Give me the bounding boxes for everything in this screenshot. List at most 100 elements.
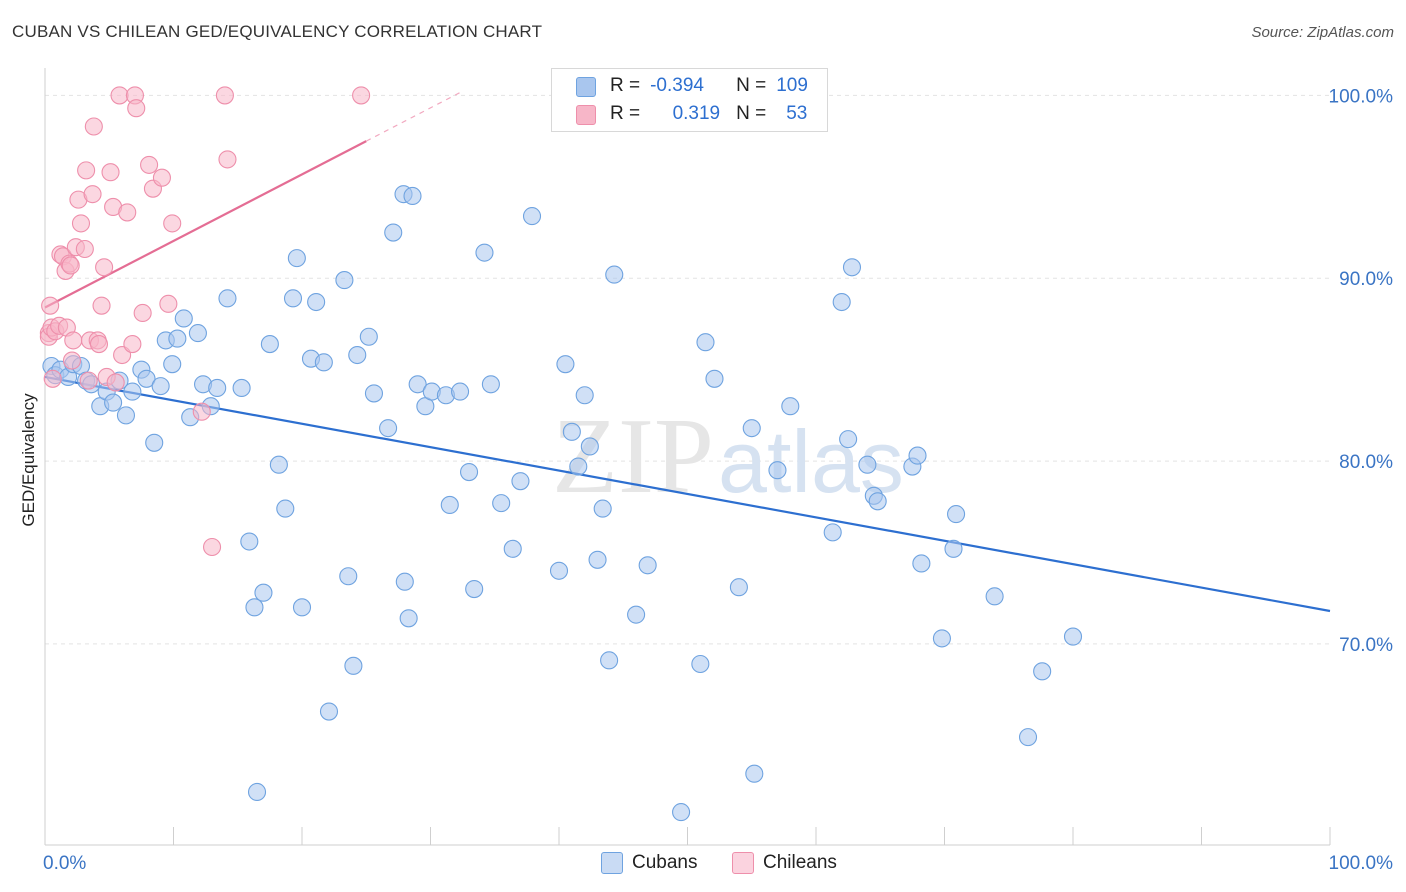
y-tick-label: 70.0% xyxy=(1339,635,1393,656)
bottom-legend-cubans: Cubans xyxy=(632,852,698,873)
data-point-cuban xyxy=(745,764,764,783)
source-credit: Source: ZipAtlas.com xyxy=(1251,24,1394,41)
data-point-cuban xyxy=(292,598,312,617)
bottom-legend-swatch-cubans xyxy=(601,852,623,874)
data-point-chilean xyxy=(75,239,94,259)
data-point-chilean xyxy=(152,168,171,187)
data-point-cuban xyxy=(1018,728,1038,747)
data-point-cuban xyxy=(600,651,619,670)
chart-title: CUBAN VS CHILEAN GED/EQUIVALENCY CORRELA… xyxy=(12,22,543,41)
legend-row-chileans: R = 0.319 N = 53 xyxy=(610,100,807,128)
data-point-cuban xyxy=(379,419,398,438)
data-point-chilean xyxy=(64,331,83,350)
data-point-chilean xyxy=(62,351,82,370)
legend-n-label: N = xyxy=(736,103,767,124)
data-point-cuban xyxy=(511,472,530,491)
data-point-chilean xyxy=(106,373,125,392)
data-point-cuban xyxy=(218,289,237,308)
data-point-chilean xyxy=(92,296,111,315)
trend-extension-chileans xyxy=(365,90,463,142)
data-point-chilean xyxy=(159,294,178,313)
data-point-chilean xyxy=(110,86,129,105)
data-point-cuban xyxy=(339,567,358,586)
data-point-cuban xyxy=(348,345,367,365)
data-point-chilean xyxy=(79,371,98,390)
data-point-chilean xyxy=(203,537,222,557)
data-point-cuban xyxy=(232,378,251,397)
data-point-cuban xyxy=(359,327,378,346)
data-point-chilean xyxy=(140,155,159,174)
data-point-cuban xyxy=(403,186,422,206)
data-point-chilean xyxy=(215,86,234,105)
data-point-chilean xyxy=(95,258,114,277)
trend-lines xyxy=(44,90,1331,613)
data-point-chilean xyxy=(41,296,60,315)
data-point-cuban xyxy=(344,656,363,675)
data-point-cuban xyxy=(556,355,575,374)
correlation-legend: R = -0.394 N = 109 R = 0.319 N = 53 xyxy=(551,68,828,132)
data-point-cuban xyxy=(503,539,522,558)
tick-labels: 100.0% 90.0% 80.0% 70.0% 0.0% 100.0% xyxy=(43,86,1393,874)
data-point-cuban xyxy=(465,579,484,599)
y-tick-label: 100.0% xyxy=(1329,86,1394,107)
legend-n-value: 53 xyxy=(786,103,808,124)
data-point-cuban xyxy=(247,782,267,802)
trend-line-cubans xyxy=(44,375,1331,613)
y-tick-label: 90.0% xyxy=(1339,269,1393,290)
data-point-cuban xyxy=(868,492,887,511)
legend-n-label: N = xyxy=(736,75,767,96)
data-point-cuban xyxy=(593,499,612,518)
data-point-cuban xyxy=(944,539,963,558)
data-point-cuban xyxy=(839,430,858,449)
legend-swatch-cubans xyxy=(576,77,596,97)
data-point-cuban xyxy=(605,265,624,284)
data-point-chilean xyxy=(123,335,142,354)
legend-r-label: R = xyxy=(610,75,641,96)
data-point-cuban xyxy=(168,329,187,348)
data-point-cuban xyxy=(672,803,691,822)
data-point-cuban xyxy=(208,378,227,397)
data-point-cuban xyxy=(696,333,715,352)
data-point-cuban xyxy=(408,375,427,394)
gridlines xyxy=(45,94,1330,645)
data-point-cuban xyxy=(335,271,354,290)
data-point-cuban xyxy=(283,289,303,308)
data-point-cuban xyxy=(588,550,607,569)
data-point-cuban xyxy=(575,386,594,405)
legend-r-value: 0.319 xyxy=(672,103,721,124)
data-point-cuban xyxy=(440,495,459,514)
data-point-cuban xyxy=(781,397,800,416)
data-point-cuban xyxy=(287,249,306,268)
data-point-chilean xyxy=(89,335,109,354)
data-point-cuban xyxy=(627,605,646,624)
data-point-cuban xyxy=(729,578,748,597)
data-point-cuban xyxy=(116,406,136,425)
data-point-cuban xyxy=(569,457,588,476)
data-point-cuban xyxy=(481,375,500,394)
data-point-cuban xyxy=(276,499,295,518)
data-point-cuban xyxy=(932,629,951,648)
data-point-cuban xyxy=(580,437,599,456)
data-point-cuban xyxy=(691,654,710,674)
data-point-chilean xyxy=(71,214,91,233)
data-point-cuban xyxy=(492,494,511,513)
data-point-cuban xyxy=(705,369,724,388)
data-point-chilean xyxy=(352,86,371,105)
data-point-cuban xyxy=(163,355,182,374)
data-point-cuban xyxy=(947,505,966,524)
data-point-cuban xyxy=(188,324,207,343)
data-point-cuban xyxy=(151,377,170,396)
data-point-cuban xyxy=(307,292,326,312)
data-point-cuban xyxy=(522,207,542,226)
watermark: ZIP atlas xyxy=(552,397,904,516)
data-point-cuban xyxy=(823,523,842,542)
data-point-chilean xyxy=(192,402,211,421)
data-point-chilean xyxy=(163,214,182,233)
data-point-chilean xyxy=(84,117,103,136)
data-point-cuban xyxy=(832,292,851,312)
series-cubans xyxy=(42,185,1083,822)
data-point-cuban xyxy=(254,583,273,602)
legend-swatch-chileans xyxy=(576,105,596,125)
data-point-cuban xyxy=(314,353,333,372)
data-point-cuban xyxy=(384,223,403,242)
